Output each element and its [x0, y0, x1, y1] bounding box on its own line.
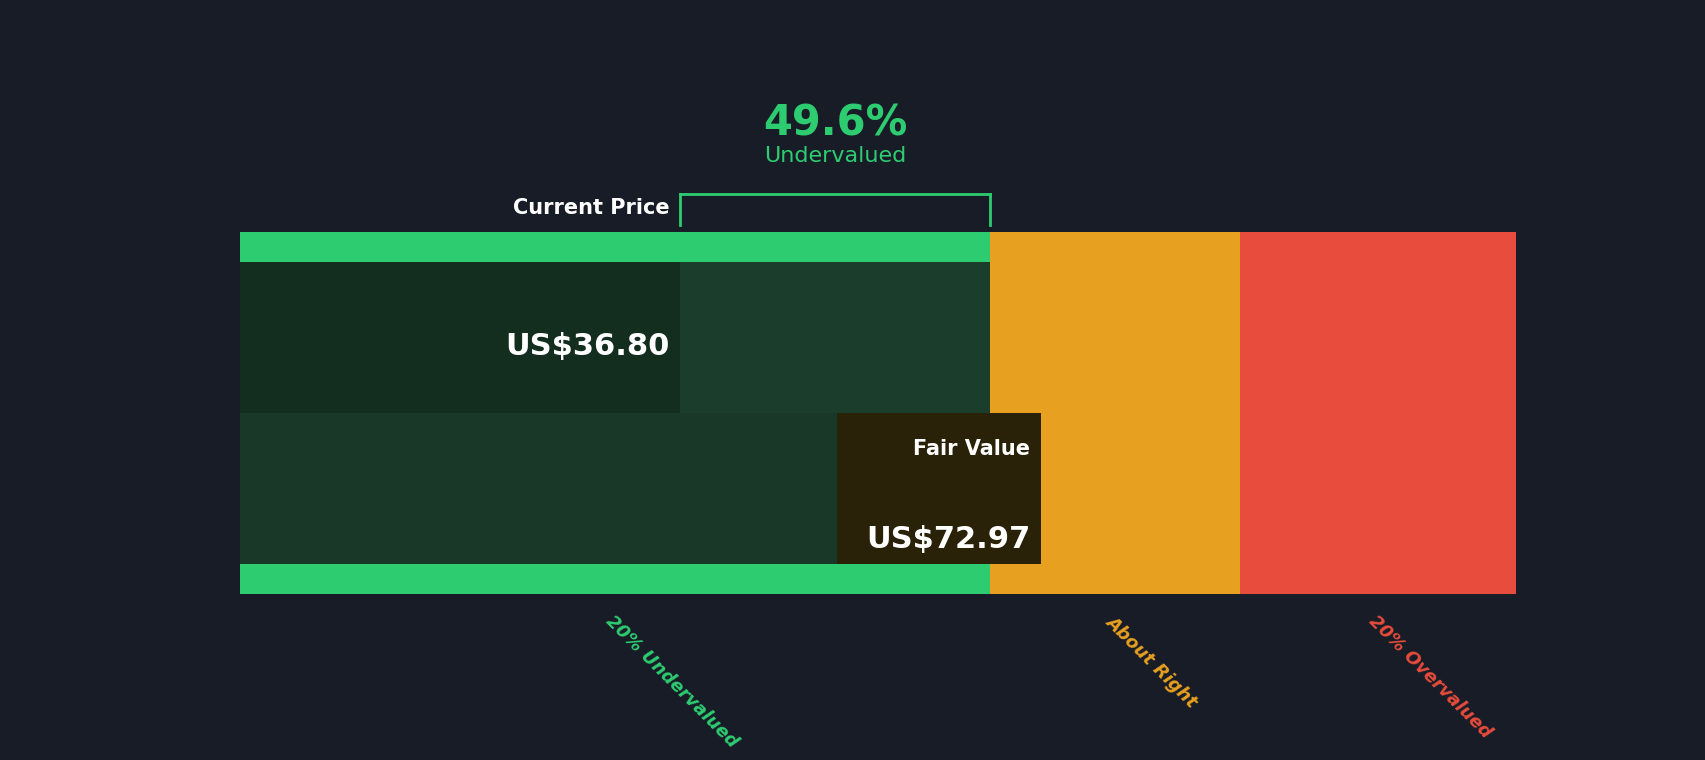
Text: 20% Overvalued: 20% Overvalued — [1364, 612, 1494, 742]
Text: Current Price: Current Price — [513, 198, 668, 218]
Bar — [837, 413, 1040, 564]
Text: About Right: About Right — [1101, 612, 1200, 711]
Bar — [239, 232, 989, 594]
Text: US$36.80: US$36.80 — [505, 332, 668, 361]
Bar — [989, 232, 1240, 594]
Text: Undervalued: Undervalued — [764, 146, 905, 166]
Bar — [239, 262, 680, 413]
Bar — [1240, 232, 1514, 594]
Text: US$72.97: US$72.97 — [866, 525, 1030, 554]
Text: 49.6%: 49.6% — [762, 103, 907, 144]
Bar — [680, 262, 989, 413]
Text: Fair Value: Fair Value — [912, 439, 1030, 459]
Text: 20% Undervalued: 20% Undervalued — [602, 612, 740, 751]
Bar — [239, 413, 989, 564]
